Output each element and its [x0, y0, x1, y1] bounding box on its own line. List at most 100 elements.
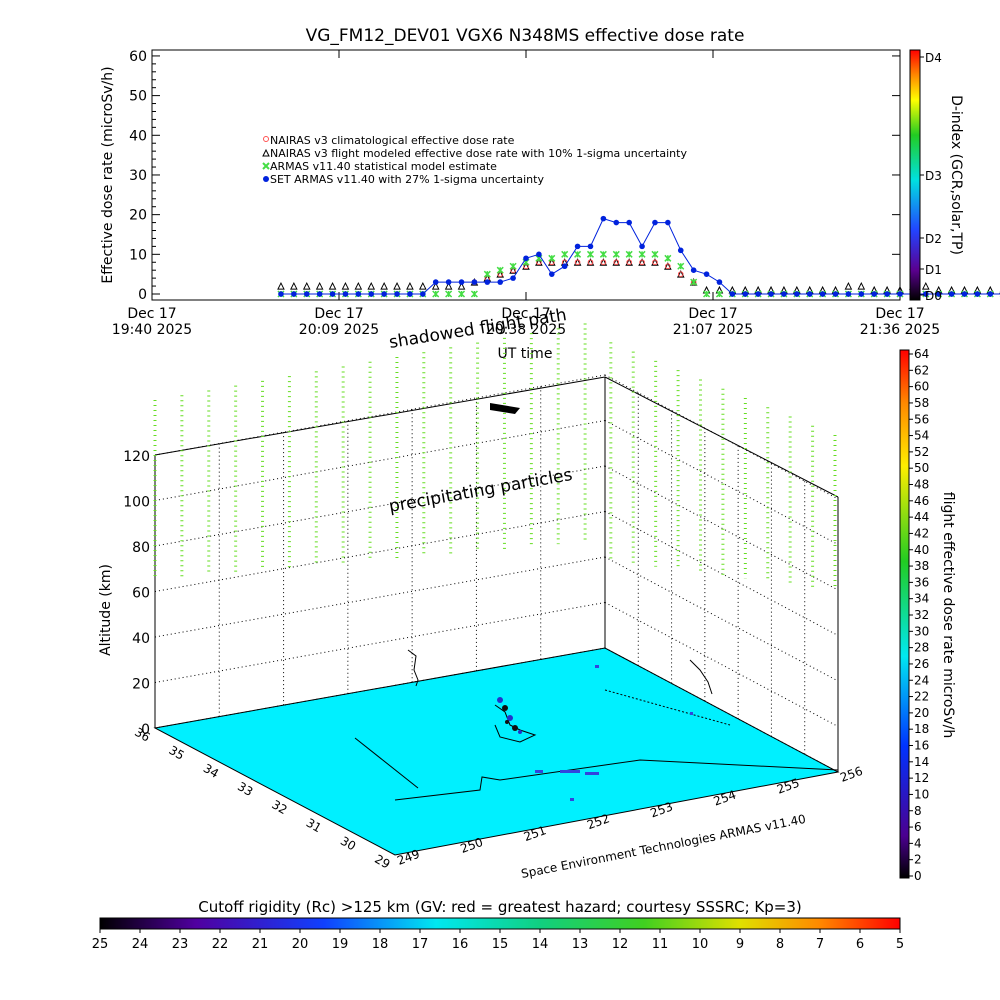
- set-armas-point: [561, 263, 568, 270]
- dose-rate-tick-label: 12: [914, 771, 929, 785]
- set-armas-point: [355, 291, 362, 297]
- dose-rate-tick-label: 10: [914, 787, 929, 801]
- flight-trace-left: [407, 649, 419, 687]
- set-armas-point: [974, 291, 981, 297]
- armas-model-point: [548, 254, 556, 262]
- x-tick-label-date: Dec 17: [314, 306, 363, 322]
- flight-shadow-upper: [490, 403, 520, 414]
- set-armas-point: [987, 291, 994, 297]
- dose-rate-tick-label: 44: [914, 510, 929, 524]
- set-armas-point: [677, 247, 684, 254]
- set-armas-point: [690, 267, 697, 273]
- nairas-flight-point: [393, 281, 401, 290]
- set-armas-point: [432, 279, 439, 285]
- cutoff-tick-label: 7: [816, 937, 824, 952]
- cutoff-colorbar: [99, 917, 901, 930]
- armas-model-point: [677, 262, 685, 270]
- dose-rate-tick-label: 54: [914, 429, 929, 443]
- armas-model-point: [651, 250, 659, 258]
- shadow-marker: [497, 697, 522, 734]
- y-tick-label: 40: [129, 128, 147, 144]
- set-armas-point: [716, 279, 723, 285]
- latitude-tick-label: 30: [338, 834, 358, 854]
- nairas-flight-point: [302, 281, 311, 290]
- y-tick-label: 50: [129, 89, 147, 105]
- nairas-flight-point: [328, 281, 337, 290]
- dose-rate-tick-label: 56: [914, 412, 929, 426]
- label-precipitating-particles: precipitating particles: [387, 465, 574, 517]
- set-armas-point: [806, 291, 813, 297]
- dose-rate-tick-label: 42: [914, 526, 929, 540]
- set-armas-point: [781, 291, 787, 297]
- precipitating-particles: [153, 323, 837, 590]
- armas-model-point: [625, 250, 633, 258]
- latitude-tick-label: 31: [304, 816, 324, 836]
- dose-rate-tick-label: 22: [914, 690, 929, 704]
- d-index-label: D1: [925, 263, 942, 277]
- x-tick-label-time: 20:09 2025: [299, 322, 379, 338]
- set-armas-point: [961, 291, 968, 297]
- back-wall-gridline: [154, 556, 606, 638]
- set-armas-point: [278, 291, 284, 297]
- armas-model-point: [574, 250, 582, 258]
- set-armas-point: [510, 275, 516, 281]
- nairas-flight-point: [599, 258, 608, 266]
- dose-rate-tick-label: 36: [914, 575, 929, 589]
- top-xlabel: UT time: [498, 346, 553, 362]
- armas-model-point: [496, 266, 504, 274]
- cutoff-ticks: 25 24 23 22 21 20 19 18 17 16 15 14 13 12 11 10 9 8 7 6 5: [92, 929, 904, 952]
- set-armas-point: [445, 279, 452, 285]
- x-tick-label-time: 19:40 2025: [112, 322, 192, 338]
- cutoff-tick-label: 19: [332, 937, 349, 952]
- cutoff-tick-label: 6: [856, 937, 864, 952]
- nairas-flight-point: [444, 281, 453, 290]
- nairas-flight-point: [638, 258, 646, 266]
- dose-rate-tick-label: 34: [914, 592, 929, 606]
- armas-model-point: [715, 290, 723, 298]
- d-index-label: D4: [925, 51, 942, 65]
- back-wall-gridline: [154, 602, 606, 683]
- dose-rate-tick-label: 50: [914, 461, 929, 475]
- altitude-tick-label: 0: [141, 722, 150, 738]
- x-tick-label-date: Dec 17: [688, 306, 737, 322]
- ground-track: [494, 704, 537, 743]
- nairas-flight-point: [612, 258, 621, 266]
- y-tick-label: 60: [129, 49, 147, 65]
- dose-rate-tick-label: 2: [914, 853, 922, 867]
- set-armas-point: [665, 219, 671, 226]
- set-armas-point: [884, 291, 890, 297]
- nairas-flight-point: [522, 262, 530, 270]
- nairas-flight-point: [689, 277, 698, 286]
- dose-rate-tick-label: 6: [914, 820, 922, 834]
- legend-marker-nairas-flight: [262, 148, 270, 157]
- county-line-2: [604, 689, 731, 726]
- latitude-tick-label: 29: [372, 852, 392, 872]
- nairas-clim-point: [665, 263, 671, 270]
- armas-model-point: [612, 250, 620, 258]
- dose-rate-tick-label: 4: [914, 836, 922, 850]
- set-armas-point: [626, 219, 632, 226]
- cutoff-tick-label: 23: [172, 937, 189, 952]
- latitude-tick-label: 32: [269, 797, 289, 817]
- set-armas-point: [948, 291, 955, 297]
- nairas-flight-point: [419, 281, 427, 290]
- back-wall-gridline: [154, 465, 606, 547]
- cutoff-tick-label: 16: [452, 937, 469, 952]
- back-wall-gridline: [154, 374, 606, 456]
- dose-rate-tick-label: 52: [914, 445, 929, 459]
- set-armas-point: [368, 291, 375, 297]
- dose-rate-tick-label: 0: [914, 869, 922, 883]
- set-armas-point: [329, 291, 336, 297]
- dose-rate-colorbar-title: flight effective dose rate microSv/h: [940, 492, 956, 738]
- nairas-flight-point: [457, 281, 466, 290]
- set-armas-point: [755, 291, 761, 297]
- 3d-altitude-panel: shadowed flight path precipitating parti…: [98, 305, 865, 881]
- set-armas-point: [935, 291, 942, 297]
- legend-marker-nairas-clim: [263, 136, 269, 142]
- legend-entry: ARMAS v11.40 statistical model estimate: [270, 160, 497, 173]
- y-tick-label: 20: [129, 208, 147, 224]
- set-armas-point: [600, 215, 607, 222]
- nairas-flight-point: [406, 281, 414, 290]
